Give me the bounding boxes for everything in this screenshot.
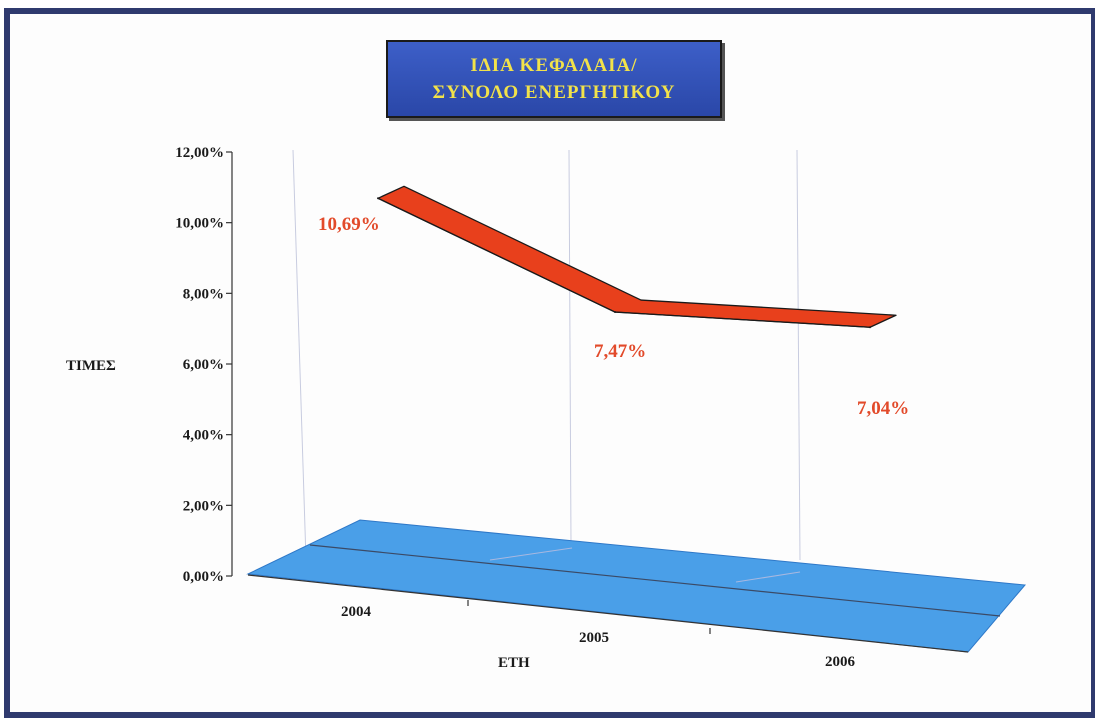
data-label: 10,69% [318, 214, 380, 235]
y-axis-title: ΤΙΜΕΣ [66, 358, 116, 374]
floor-grid-2 [735, 571, 801, 583]
y-tick-label: 4,00% [183, 428, 224, 444]
x-tick-label: 2005 [579, 630, 609, 646]
series-ribbon [377, 185, 897, 328]
y-tick-label: 2,00% [183, 498, 224, 514]
y-tick-label: 12,00% [175, 145, 224, 161]
data-label: 7,47% [594, 341, 646, 362]
floor-ridge-line [309, 544, 1001, 617]
grid-line-1 [568, 149, 572, 545]
series-point [377, 197, 379, 200]
grid-line-2 [796, 149, 801, 561]
y-tick-label: 6,00% [183, 357, 224, 373]
data-label: 7,04% [857, 398, 909, 419]
grid-line-0 [292, 149, 307, 561]
series-segment [614, 311, 871, 328]
y-tick-label: 8,00% [183, 286, 224, 302]
y-tick-label: 10,00% [175, 216, 224, 232]
series-segment [377, 197, 616, 313]
chart-title-box: ΙΔΙΑ ΚΕΦΑΛΑΙΑ/ ΣΥΝΟΛΟ ΕΝΕΡΓΗΤΙΚΟΥ [386, 40, 722, 118]
x-tick-label: 2004 [341, 604, 372, 620]
x-axis-line [247, 574, 969, 653]
x-axis-title: ΕΤΗ [498, 655, 530, 671]
series-point [614, 311, 616, 314]
series-point [869, 326, 871, 329]
y-tick-label: 0,00% [183, 569, 224, 585]
chart-title-line1: ΙΔΙΑ ΚΕΦΑΛΑΙΑ/ [470, 55, 638, 76]
chart-floor [246, 519, 1027, 653]
x-tick-label: 2006 [825, 654, 856, 670]
floor-grid-1 [489, 547, 573, 561]
chart-title-line2: ΣΥΝΟΛΟ ΕΝΕΡΓΗΤΙΚΟΥ [432, 82, 676, 103]
